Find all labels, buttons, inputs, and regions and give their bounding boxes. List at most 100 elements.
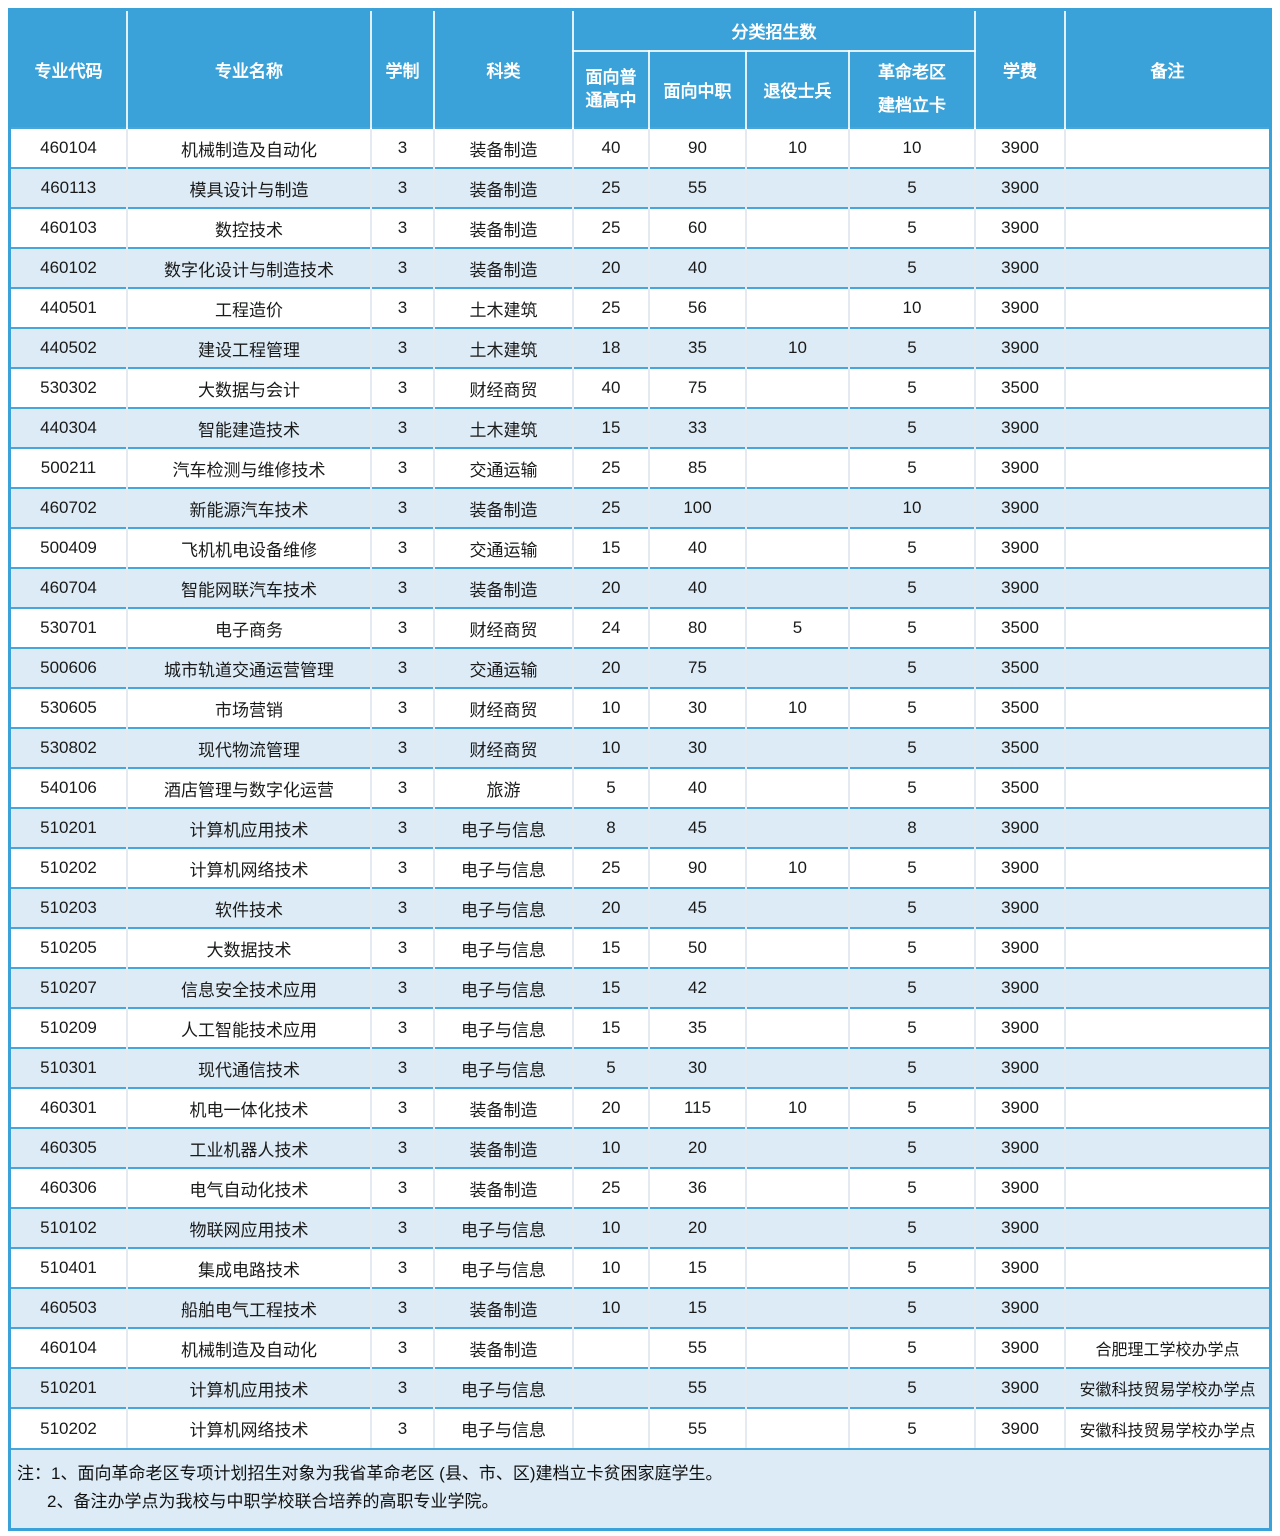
cell-veteran-count	[746, 927, 850, 968]
cell-category: 财经商贸	[434, 687, 574, 728]
table-header: 专业代码 专业名称 学制 科类 分类招生数 学费 备注 面向普 通高中 面向中职…	[11, 11, 1269, 128]
cell-veteran-count	[746, 1127, 850, 1168]
cell-major-code: 500606	[11, 647, 128, 688]
cell-highschool-count	[573, 1407, 650, 1448]
cell-major-code: 530802	[11, 727, 128, 768]
cell-vocational-count: 60	[649, 207, 747, 248]
cell-oldarea-count: 5	[849, 727, 976, 768]
cell-years: 3	[371, 127, 435, 168]
table-row: 460305 工业机器人技术 3 装备制造 10 20 5 3900	[11, 1127, 1269, 1168]
cell-tuition: 3900	[975, 487, 1066, 528]
cell-highschool-count: 15	[573, 927, 650, 968]
cell-remark	[1065, 527, 1269, 568]
cell-major-name: 人工智能技术应用	[127, 1007, 372, 1048]
cell-major-name: 集成电路技术	[127, 1247, 372, 1288]
table-row: 510209 人工智能技术应用 3 电子与信息 15 35 5 3900	[11, 1007, 1269, 1048]
cell-tuition: 3900	[975, 927, 1066, 968]
cell-vocational-count: 35	[649, 327, 747, 368]
cell-remark	[1065, 1167, 1269, 1208]
cell-veteran-count	[746, 167, 850, 208]
cell-category: 装备制造	[434, 567, 574, 608]
cell-veteran-count	[746, 1407, 850, 1448]
cell-highschool-count: 25	[573, 287, 650, 328]
cell-major-name: 计算机应用技术	[127, 1367, 372, 1408]
cell-major-name: 机械制造及自动化	[127, 1327, 372, 1368]
cell-oldarea-count: 5	[849, 967, 976, 1008]
cell-years: 3	[371, 1087, 435, 1128]
cell-major-code: 510203	[11, 887, 128, 928]
cell-vocational-count: 33	[649, 407, 747, 448]
cell-oldarea-count: 5	[849, 687, 976, 728]
cell-vocational-count: 85	[649, 447, 747, 488]
column-header-years: 学制	[371, 11, 435, 128]
cell-highschool-count: 5	[573, 1047, 650, 1088]
cell-years: 3	[371, 727, 435, 768]
table-body: 460104 机械制造及自动化 3 装备制造 40 90 10 10 3900 …	[11, 127, 1269, 1448]
column-header-code: 专业代码	[11, 11, 128, 128]
cell-remark	[1065, 287, 1269, 328]
cell-remark	[1065, 1127, 1269, 1168]
cell-years: 3	[371, 1007, 435, 1048]
cell-oldarea-count: 5	[849, 367, 976, 408]
cell-highschool-count: 20	[573, 887, 650, 928]
cell-oldarea-count: 5	[849, 1127, 976, 1168]
cell-highschool-count: 10	[573, 727, 650, 768]
cell-oldarea-count: 5	[849, 1407, 976, 1448]
cell-tuition: 3500	[975, 687, 1066, 728]
cell-category: 装备制造	[434, 127, 574, 168]
table-row: 440501 工程造价 3 土木建筑 25 56 10 3900	[11, 287, 1269, 328]
table-row: 510202 计算机网络技术 3 电子与信息 55 5 3900 安徽科技贸易学…	[11, 1407, 1269, 1448]
cell-oldarea-count: 10	[849, 487, 976, 528]
cell-veteran-count	[746, 367, 850, 408]
cell-category: 电子与信息	[434, 1407, 574, 1448]
cell-major-name: 大数据与会计	[127, 367, 372, 408]
cell-major-code: 530605	[11, 687, 128, 728]
cell-veteran-count	[746, 887, 850, 928]
cell-oldarea-count: 5	[849, 1287, 976, 1328]
table-row: 510301 现代通信技术 3 电子与信息 5 30 5 3900	[11, 1047, 1269, 1088]
cell-category: 电子与信息	[434, 1247, 574, 1288]
table-row: 510201 计算机应用技术 3 电子与信息 8 45 8 3900	[11, 807, 1269, 848]
cell-tuition: 3900	[975, 327, 1066, 368]
cell-vocational-count: 55	[649, 1367, 747, 1408]
cell-oldarea-count: 5	[849, 207, 976, 248]
cell-major-name: 工程造价	[127, 287, 372, 328]
cell-years: 3	[371, 567, 435, 608]
cell-remark	[1065, 887, 1269, 928]
cell-veteran-count	[746, 567, 850, 608]
cell-remark	[1065, 447, 1269, 488]
cell-veteran-count: 10	[746, 687, 850, 728]
cell-highschool-count: 24	[573, 607, 650, 648]
column-header-category: 科类	[434, 11, 574, 128]
cell-vocational-count: 30	[649, 687, 747, 728]
cell-major-code: 440502	[11, 327, 128, 368]
cell-category: 财经商贸	[434, 607, 574, 648]
cell-major-name: 计算机网络技术	[127, 1407, 372, 1448]
column-header-group-enrollment: 分类招生数	[573, 11, 976, 52]
cell-oldarea-count: 8	[849, 807, 976, 848]
cell-remark	[1065, 167, 1269, 208]
cell-veteran-count	[746, 727, 850, 768]
column-header-remark: 备注	[1065, 11, 1269, 128]
cell-tuition: 3900	[975, 1127, 1066, 1168]
cell-category: 装备制造	[434, 1327, 574, 1368]
cell-tuition: 3500	[975, 727, 1066, 768]
cell-years: 3	[371, 1207, 435, 1248]
table-row: 510207 信息安全技术应用 3 电子与信息 15 42 5 3900	[11, 967, 1269, 1008]
cell-tuition: 3900	[975, 1247, 1066, 1288]
cell-oldarea-count: 5	[849, 1047, 976, 1088]
cell-category: 装备制造	[434, 207, 574, 248]
table-row: 500211 汽车检测与维修技术 3 交通运输 25 85 5 3900	[11, 447, 1269, 488]
cell-oldarea-count: 5	[849, 1247, 976, 1288]
cell-highschool-count: 40	[573, 127, 650, 168]
table-row: 510201 计算机应用技术 3 电子与信息 55 5 3900 安徽科技贸易学…	[11, 1367, 1269, 1408]
cell-major-name: 大数据技术	[127, 927, 372, 968]
cell-vocational-count: 42	[649, 967, 747, 1008]
cell-remark	[1065, 847, 1269, 888]
cell-highschool-count: 25	[573, 1167, 650, 1208]
cell-tuition: 3900	[975, 167, 1066, 208]
cell-vocational-count: 45	[649, 887, 747, 928]
cell-tuition: 3500	[975, 647, 1066, 688]
cell-oldarea-count: 5	[849, 1167, 976, 1208]
cell-years: 3	[371, 527, 435, 568]
